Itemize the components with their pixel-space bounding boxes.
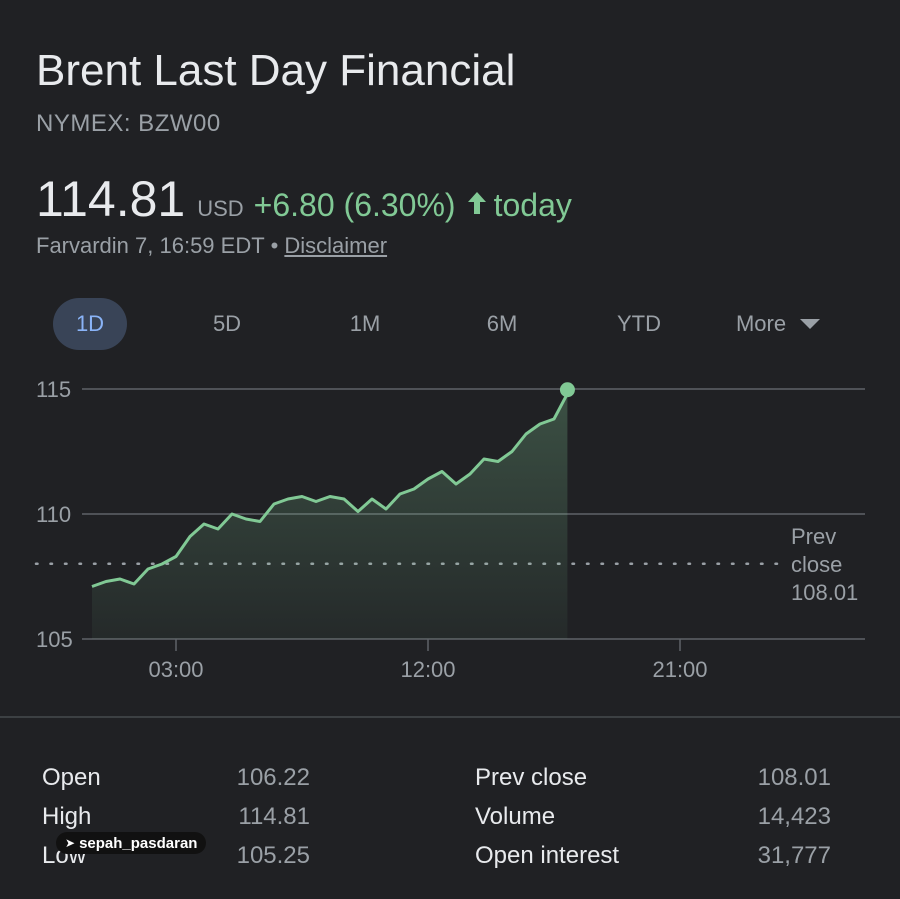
- watermark-badge: ➤ sepah_pasdaran: [56, 832, 207, 854]
- y-tick-label: 105: [36, 627, 73, 652]
- stat-label: Volume: [475, 802, 556, 830]
- price-row: 114.81 USD +6.80 (6.30%) today: [36, 170, 572, 228]
- stat-row-open-interest: Open interest 31,777: [475, 836, 831, 875]
- stats-right: Prev close 108.01 Volume 14,423 Open int…: [475, 758, 831, 875]
- separator-dot: •: [270, 233, 279, 258]
- watermark-text: sepah_pasdaran: [79, 834, 198, 852]
- tab-6m[interactable]: 6M: [486, 311, 518, 336]
- x-tick-label: 03:00: [148, 657, 203, 682]
- tab-5d[interactable]: 5D: [212, 311, 242, 336]
- x-tick-label: 12:00: [400, 657, 455, 682]
- section-divider: [0, 716, 900, 718]
- timestamp: Farvardin 7, 16:59 EDT: [36, 233, 265, 258]
- page-title: Brent Last Day Financial: [36, 46, 516, 95]
- more-label: More: [735, 311, 787, 336]
- stat-label: Prev close: [475, 763, 588, 791]
- prev-close-label: close: [791, 552, 842, 577]
- disclaimer-link[interactable]: Disclaimer: [284, 233, 388, 258]
- y-tick-label: 110: [36, 502, 71, 527]
- stat-row-volume: Volume 14,423: [475, 797, 831, 836]
- timestamp-line: Farvardin 7, 16:59 EDT • Disclaimer: [36, 233, 387, 259]
- last-price-dot: [559, 382, 575, 398]
- more-button[interactable]: More: [718, 298, 838, 350]
- price-chart: 105 110 115 03:00 12:00 21:00 Prev close 108.01: [34, 377, 865, 682]
- y-tick-label: 115: [36, 377, 71, 402]
- stat-row-open: Open 106.22: [42, 758, 310, 797]
- stat-value: 105.25: [236, 841, 310, 869]
- stat-value: 14,423: [757, 802, 831, 830]
- stat-row-high: High 114.81: [42, 797, 310, 836]
- tab-1d[interactable]: 1D: [53, 298, 127, 350]
- tab-ytd[interactable]: YTD: [617, 311, 661, 336]
- caret-down-icon: [800, 319, 821, 329]
- stat-value: 106.22: [236, 763, 310, 791]
- stat-value: 108.01: [757, 763, 831, 791]
- prev-close-value: 108.01: [791, 580, 858, 605]
- stat-value: 31,777: [757, 841, 831, 869]
- price-change: +6.80 (6.30%): [253, 187, 456, 223]
- stats-left: Open 106.22 High 114.81 Low 105.25: [42, 758, 310, 875]
- tab-1m[interactable]: 1M: [349, 311, 381, 336]
- currency-label: USD: [197, 196, 244, 221]
- today-label: today: [493, 187, 572, 223]
- ticker-symbol: NYMEX: BZW00: [36, 110, 221, 137]
- range-tabs: 1D 5D 1M 6M YTD More: [0, 298, 900, 350]
- arrow-up-icon: [466, 190, 488, 224]
- stat-label: Open interest: [475, 841, 620, 869]
- stat-value: 114.81: [238, 802, 310, 830]
- prev-close-label: Prev: [791, 524, 836, 549]
- stat-label: High: [42, 802, 92, 830]
- telegram-plane-icon: ➤: [65, 836, 76, 850]
- stat-row-prev-close: Prev close 108.01: [475, 758, 831, 797]
- stat-label: Open: [42, 763, 101, 791]
- price-area: [92, 393, 568, 639]
- current-price: 114.81: [36, 171, 186, 227]
- x-tick-label: 21:00: [652, 657, 707, 682]
